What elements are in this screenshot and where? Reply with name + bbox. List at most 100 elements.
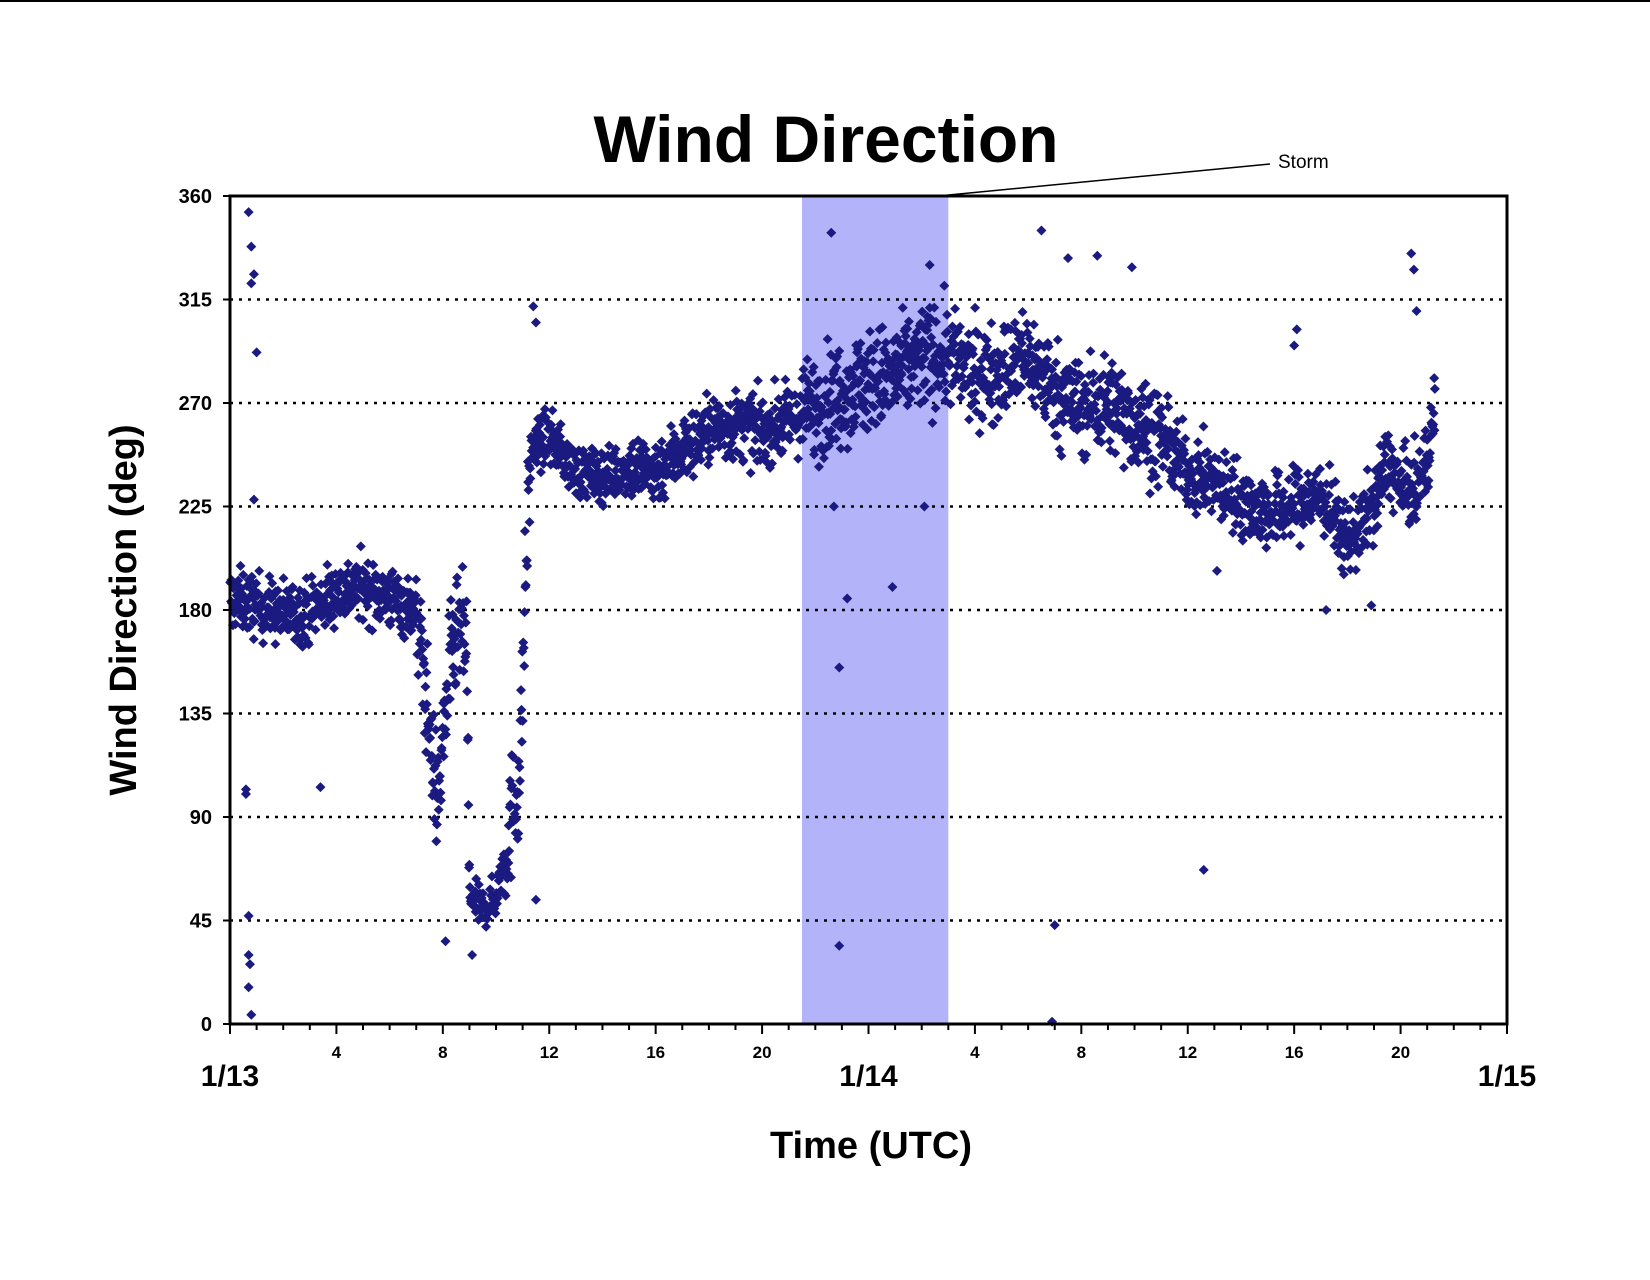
data-point (834, 345, 845, 356)
y-tick-label: 45 (190, 911, 212, 933)
data-point (1348, 491, 1359, 502)
data-point (355, 541, 366, 552)
data-point (816, 402, 827, 413)
data-point (939, 376, 950, 387)
data-point (1024, 333, 1035, 344)
data-point (919, 501, 930, 512)
data-point (1111, 379, 1122, 390)
data-point (688, 471, 699, 482)
data-point (701, 388, 712, 399)
data-point (1330, 476, 1341, 487)
data-point (822, 334, 833, 345)
data-point (903, 316, 914, 327)
data-point (243, 910, 254, 921)
data-point (842, 593, 853, 604)
data-point (1009, 317, 1020, 328)
data-point (696, 454, 707, 465)
data-point (657, 480, 668, 491)
data-point (1156, 402, 1167, 413)
x-tick-label: 20 (753, 1043, 772, 1062)
data-point (757, 397, 768, 408)
data-point (1042, 354, 1053, 365)
data-point (416, 613, 427, 624)
data-point (1235, 519, 1246, 530)
data-point (595, 488, 606, 499)
data-point (477, 888, 488, 899)
x-tick-label: 4 (332, 1043, 342, 1062)
data-point (964, 414, 975, 425)
data-point (310, 624, 321, 635)
data-point (417, 644, 428, 655)
data-point (1293, 472, 1304, 483)
data-point (1324, 459, 1335, 470)
data-point (1255, 532, 1266, 543)
data-point (421, 667, 432, 678)
data-point (797, 433, 808, 444)
data-point (892, 391, 903, 402)
data-point (244, 959, 255, 970)
data-point (1237, 535, 1248, 546)
data-point (956, 371, 967, 382)
data-point (598, 501, 609, 512)
data-point (530, 894, 541, 905)
data-point (977, 363, 988, 374)
data-point (1406, 248, 1417, 259)
data-point (942, 309, 953, 320)
data-point (1140, 378, 1151, 389)
data-point (1212, 565, 1223, 576)
data-point (1142, 446, 1153, 457)
y-tick-label: 180 (179, 600, 212, 622)
data-point (467, 950, 478, 960)
data-point (362, 601, 373, 612)
data-point (877, 322, 888, 333)
data-point (993, 412, 1004, 423)
data-point (924, 260, 935, 270)
data-point (811, 427, 822, 438)
data-point (525, 473, 536, 484)
data-point (703, 459, 714, 470)
data-point (524, 517, 535, 528)
data-point (1198, 421, 1209, 432)
data-point (930, 403, 941, 414)
data-point (831, 433, 842, 444)
data-point (702, 435, 713, 446)
data-point (248, 634, 259, 645)
data-point (514, 762, 525, 773)
data-point (1429, 373, 1440, 384)
data-point (823, 397, 834, 408)
data-point (876, 410, 887, 421)
data-point (393, 573, 404, 584)
data-point (714, 400, 725, 411)
y-tick-label: 270 (179, 393, 212, 415)
data-point (929, 302, 940, 313)
data-point (848, 371, 859, 382)
storm-annotation-label: Storm (1278, 152, 1329, 173)
data-point (1320, 497, 1331, 508)
data-point (1152, 390, 1163, 401)
data-point (869, 402, 880, 413)
data-point (490, 908, 501, 919)
data-point (902, 323, 913, 334)
data-point (1092, 250, 1103, 261)
data-point (610, 465, 621, 476)
y-tick-label: 360 (179, 186, 212, 208)
data-point (239, 614, 250, 625)
data-point (1231, 452, 1242, 463)
data-point (1150, 456, 1161, 467)
data-point (1107, 358, 1118, 369)
data-point (1429, 383, 1440, 394)
data-point (450, 677, 461, 688)
data-point (1179, 448, 1190, 459)
data-point (511, 814, 522, 825)
data-point (1133, 457, 1144, 468)
data-point (986, 399, 997, 410)
data-point (1414, 446, 1425, 457)
data-point (431, 836, 442, 847)
data-point (1396, 465, 1407, 476)
data-point (328, 611, 339, 622)
data-point (1315, 463, 1326, 474)
data-point (648, 493, 659, 504)
data-point (244, 622, 255, 633)
data-point (243, 982, 254, 993)
data-point (555, 419, 566, 430)
